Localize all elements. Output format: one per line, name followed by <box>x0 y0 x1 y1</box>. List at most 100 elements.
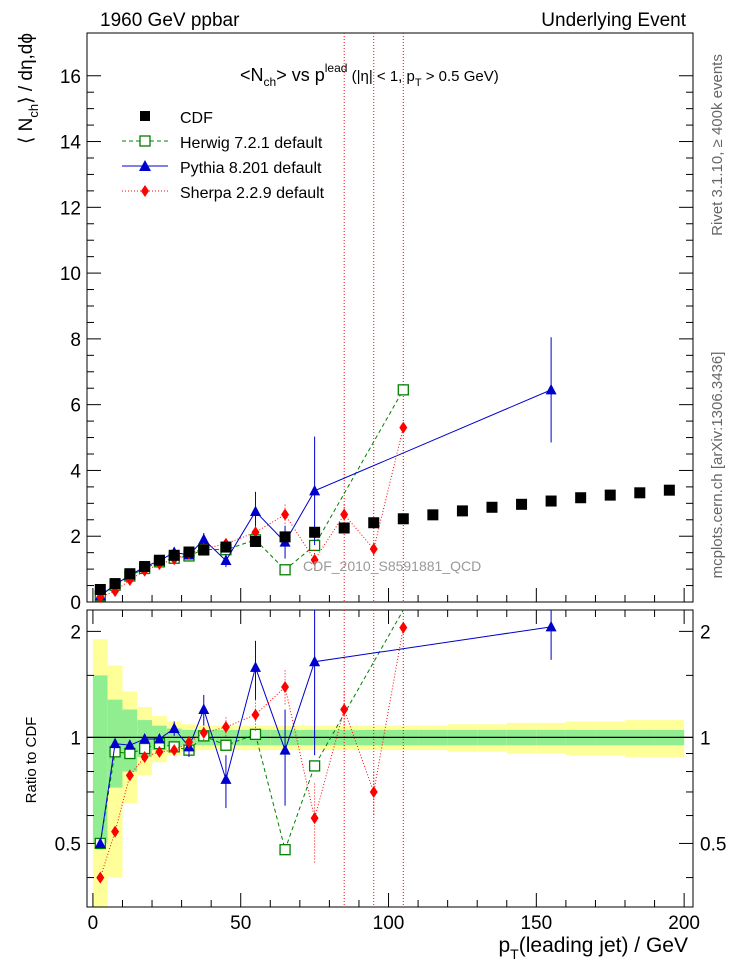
ratio-series-group <box>94 609 557 884</box>
main-y-tick-label: 4 <box>70 461 81 482</box>
data-point <box>397 384 409 396</box>
data-point <box>183 546 195 558</box>
series-cdf <box>94 484 675 596</box>
main-reference-lines <box>343 33 404 602</box>
ratio-data-point <box>153 732 165 744</box>
main-y-tick-label: 8 <box>70 330 81 351</box>
data-point <box>153 554 165 566</box>
ratio-y-tick-label-right: 0.5 <box>700 834 726 855</box>
data-point <box>198 533 210 545</box>
ratio-data-point <box>279 844 291 856</box>
data-point <box>575 492 587 504</box>
data-point <box>309 526 321 538</box>
legend: CDF Herwig 7.2.1 default Pythia 8.201 de… <box>122 110 325 202</box>
rivet-label: Rivet 3.1.10, ≥ 400k events <box>709 54 726 236</box>
ratio-data-point <box>199 726 208 739</box>
data-point <box>369 543 378 556</box>
ratio-data-point <box>168 722 180 733</box>
ratio-data-point <box>155 745 164 758</box>
ratio-data-point <box>198 703 210 715</box>
ratio-reference-lines <box>343 610 404 907</box>
ratio-data-point <box>111 825 120 838</box>
data-point <box>94 584 106 596</box>
ratio-data-point <box>220 739 232 751</box>
legend-label-pythia: Pythia 8.201 default <box>180 160 322 177</box>
data-point <box>545 383 557 395</box>
ratio-data-point <box>399 621 408 634</box>
data-point <box>309 484 321 496</box>
data-point <box>281 508 290 521</box>
series-sherpa <box>96 421 408 604</box>
main-y-tick-label: 16 <box>60 67 81 88</box>
x-axis-label: pT(leading jet) / GeV <box>498 934 688 962</box>
data-point <box>368 517 380 529</box>
ratio-series-sherpa <box>96 621 408 884</box>
main-y-tick-label: 10 <box>60 264 81 285</box>
data-point <box>456 505 468 517</box>
mcplots-label: mcplots.cern.ch [arXiv:1306.3436] <box>709 352 726 579</box>
ratio-data-point <box>94 837 106 848</box>
data-point <box>516 498 528 510</box>
ratio-x-tick-label: 100 <box>373 913 405 934</box>
legend-label-cdf: CDF <box>180 110 213 127</box>
legend-item-herwig: Herwig 7.2.1 default <box>122 135 323 152</box>
ratio-data-point <box>96 871 105 884</box>
ratio-data-point <box>109 746 121 758</box>
data-point <box>427 509 439 521</box>
ratio-data-point <box>545 620 557 632</box>
data-point <box>399 421 408 434</box>
ratio-data-point <box>184 736 193 749</box>
data-point <box>168 549 180 561</box>
legend-label-herwig: Herwig 7.2.1 default <box>180 135 323 152</box>
ratio-data-point <box>220 773 232 784</box>
main-frame <box>86 32 694 603</box>
data-point <box>545 495 557 507</box>
ratio-data-point <box>249 728 262 741</box>
data-point <box>634 487 646 499</box>
ratio-data-point <box>309 655 321 667</box>
legend-item-cdf: CDF <box>140 110 213 127</box>
ratio-x-tick-label: 0 <box>88 913 99 934</box>
data-point <box>397 513 409 525</box>
data-point <box>340 508 349 521</box>
main-series-group <box>94 337 675 604</box>
data-point <box>279 531 291 543</box>
legend-label-sherpa: Sherpa 2.2.9 default <box>180 185 325 202</box>
main-y-tick-label: 6 <box>70 396 81 417</box>
data-point <box>249 505 261 517</box>
main-y-tick-label: 14 <box>60 133 82 154</box>
ratio-data-point <box>170 744 179 757</box>
ratio-data-point <box>369 785 378 798</box>
legend-marker-cdf <box>140 111 150 121</box>
ratio-y-tick-label-right: 2 <box>700 622 711 643</box>
data-point <box>338 522 350 534</box>
ratio-y-tick-label: 1 <box>70 728 81 749</box>
ratio-data-point <box>251 708 260 721</box>
main-y-axis-label: ⟨ Nch⟩ / dη,dϕ <box>16 33 41 144</box>
data-point <box>251 526 260 539</box>
ratio-data-point <box>140 750 149 763</box>
header-left: 1960 GeV ppbar <box>100 10 240 31</box>
ratio-axis-ticks: 0.5 0.5 1 1 2 2 0 50 100 150 200 <box>55 610 726 934</box>
ratio-y-tick-label: 0.5 <box>55 834 81 855</box>
analysis-watermark: CDF_2010_S8591881_QCD <box>303 558 481 574</box>
legend-marker-sherpa <box>141 185 149 197</box>
ratio-data-point <box>310 812 319 825</box>
plot-title: <Nch> vs plead (|η| < 1, pT > 0.5 GeV) <box>240 61 499 89</box>
main-y-tick-label: 12 <box>60 198 81 219</box>
ratio-data-point <box>308 760 321 772</box>
main-y-tick-label: 0 <box>70 593 81 614</box>
ratio-data-point <box>125 769 134 782</box>
data-point <box>220 541 232 553</box>
ratio-y-tick-label: 2 <box>70 622 81 643</box>
ratio-data-point <box>279 744 291 755</box>
legend-item-sherpa: Sherpa 2.2.9 default <box>122 185 325 202</box>
series-line <box>100 427 404 598</box>
ratio-data-point <box>124 739 136 750</box>
data-point <box>198 544 210 556</box>
main-y-tick-label: 2 <box>70 527 81 548</box>
ratio-series-herwig <box>94 609 404 856</box>
ratio-data-point <box>340 703 349 716</box>
ratio-series-line <box>99 627 404 878</box>
